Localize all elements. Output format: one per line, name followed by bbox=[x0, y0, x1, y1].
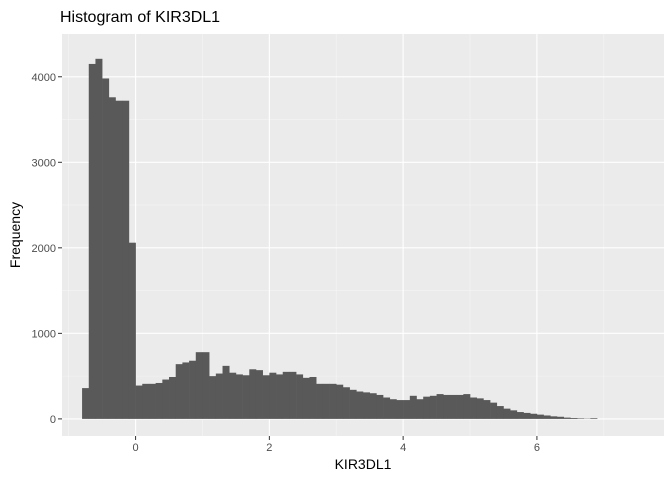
histogram-bar bbox=[577, 418, 585, 419]
histogram-bar bbox=[296, 374, 304, 419]
histogram-bar bbox=[510, 410, 518, 419]
histogram-bar bbox=[195, 352, 203, 419]
histogram-bar bbox=[590, 418, 598, 419]
x-tick-label: 6 bbox=[534, 442, 540, 454]
histogram-bar bbox=[423, 396, 431, 419]
histogram-bar bbox=[429, 395, 437, 419]
histogram-bar bbox=[102, 78, 110, 419]
histogram-bar bbox=[155, 382, 163, 419]
histogram-bar bbox=[276, 374, 284, 419]
histogram-bar bbox=[135, 385, 143, 419]
histogram-bar bbox=[175, 364, 183, 419]
y-tick-label: 0 bbox=[50, 414, 56, 426]
histogram-bar bbox=[88, 63, 96, 419]
histogram-bar bbox=[148, 383, 156, 419]
histogram-bar bbox=[356, 391, 364, 419]
histogram-bar bbox=[436, 394, 444, 419]
histogram-bar bbox=[182, 362, 190, 419]
histogram-bar bbox=[316, 383, 324, 419]
x-tick-label: 4 bbox=[400, 442, 406, 454]
histogram-bar bbox=[536, 414, 544, 419]
histogram-bar bbox=[403, 400, 411, 419]
histogram-bar bbox=[128, 242, 136, 419]
histogram-bar bbox=[189, 360, 197, 419]
histogram-bar bbox=[122, 100, 130, 419]
histogram-bar bbox=[302, 377, 310, 419]
histogram-bar bbox=[483, 400, 491, 419]
histogram-bar bbox=[249, 369, 257, 419]
chart-title: Histogram of KIR3DL1 bbox=[60, 9, 220, 26]
histogram-bar bbox=[82, 388, 90, 419]
histogram-bar bbox=[523, 412, 531, 419]
histogram-bar bbox=[449, 394, 457, 419]
histogram-bar bbox=[369, 393, 377, 419]
histogram-bar bbox=[563, 417, 571, 419]
histogram-bar bbox=[269, 372, 277, 419]
histogram-bar bbox=[262, 375, 270, 419]
x-tick-label: 0 bbox=[133, 442, 139, 454]
histogram-bar bbox=[470, 397, 478, 419]
histogram-bar bbox=[282, 371, 290, 419]
histogram-bar bbox=[516, 412, 524, 419]
histogram-bar bbox=[556, 416, 564, 419]
histogram-bar bbox=[342, 387, 350, 419]
histogram-bar bbox=[490, 402, 498, 419]
histogram-bar bbox=[309, 376, 317, 419]
y-axis-title: Frequency bbox=[7, 202, 23, 268]
histogram-bar bbox=[255, 370, 263, 419]
x-axis: 0 2 4 6 bbox=[133, 436, 540, 454]
histogram-bar bbox=[169, 376, 177, 419]
y-tick-label: 4000 bbox=[32, 72, 56, 84]
histogram-bar bbox=[108, 97, 116, 419]
histogram-bar bbox=[329, 383, 337, 419]
histogram-bar bbox=[376, 394, 384, 419]
histogram-bar bbox=[209, 376, 217, 419]
histogram-bar bbox=[496, 406, 504, 419]
histogram-bar bbox=[389, 399, 397, 419]
histogram-bar bbox=[530, 413, 538, 419]
histogram-bar bbox=[476, 398, 484, 419]
y-tick-label: 2000 bbox=[32, 243, 56, 255]
histogram-bars bbox=[82, 58, 598, 419]
histogram-bar bbox=[162, 379, 170, 419]
y-tick-label: 3000 bbox=[32, 157, 56, 169]
histogram-bar bbox=[503, 408, 511, 419]
histogram-bar bbox=[543, 415, 551, 419]
histogram-bar bbox=[222, 365, 230, 419]
histogram-bar bbox=[142, 383, 150, 419]
histogram-bar bbox=[95, 58, 103, 419]
plot-panel bbox=[62, 34, 664, 436]
histogram-bar bbox=[289, 371, 297, 419]
histogram-bar bbox=[349, 389, 357, 419]
x-tick-label: 2 bbox=[266, 442, 272, 454]
histogram-bar bbox=[416, 399, 424, 419]
histogram-bar bbox=[409, 395, 417, 419]
histogram-bar bbox=[363, 392, 370, 419]
histogram-bar bbox=[550, 416, 558, 419]
histogram-bar bbox=[336, 384, 344, 419]
histogram-bar bbox=[322, 383, 330, 419]
y-axis: 0 1000 2000 3000 4000 bbox=[32, 72, 62, 426]
histogram-bar bbox=[215, 373, 223, 419]
histogram-bar bbox=[443, 394, 451, 419]
y-tick-label: 1000 bbox=[32, 328, 56, 340]
histogram-bar bbox=[229, 372, 237, 419]
histogram-bar bbox=[115, 100, 123, 419]
x-axis-title: KIR3DL1 bbox=[335, 456, 392, 472]
histogram-bar bbox=[202, 352, 210, 419]
histogram-bar bbox=[242, 375, 250, 419]
histogram-bar bbox=[396, 400, 404, 419]
histogram-bar bbox=[383, 397, 391, 419]
histogram-bar bbox=[456, 394, 464, 419]
histogram-bar bbox=[235, 374, 243, 419]
histogram-bar bbox=[570, 418, 578, 419]
histogram-bar bbox=[463, 394, 471, 419]
